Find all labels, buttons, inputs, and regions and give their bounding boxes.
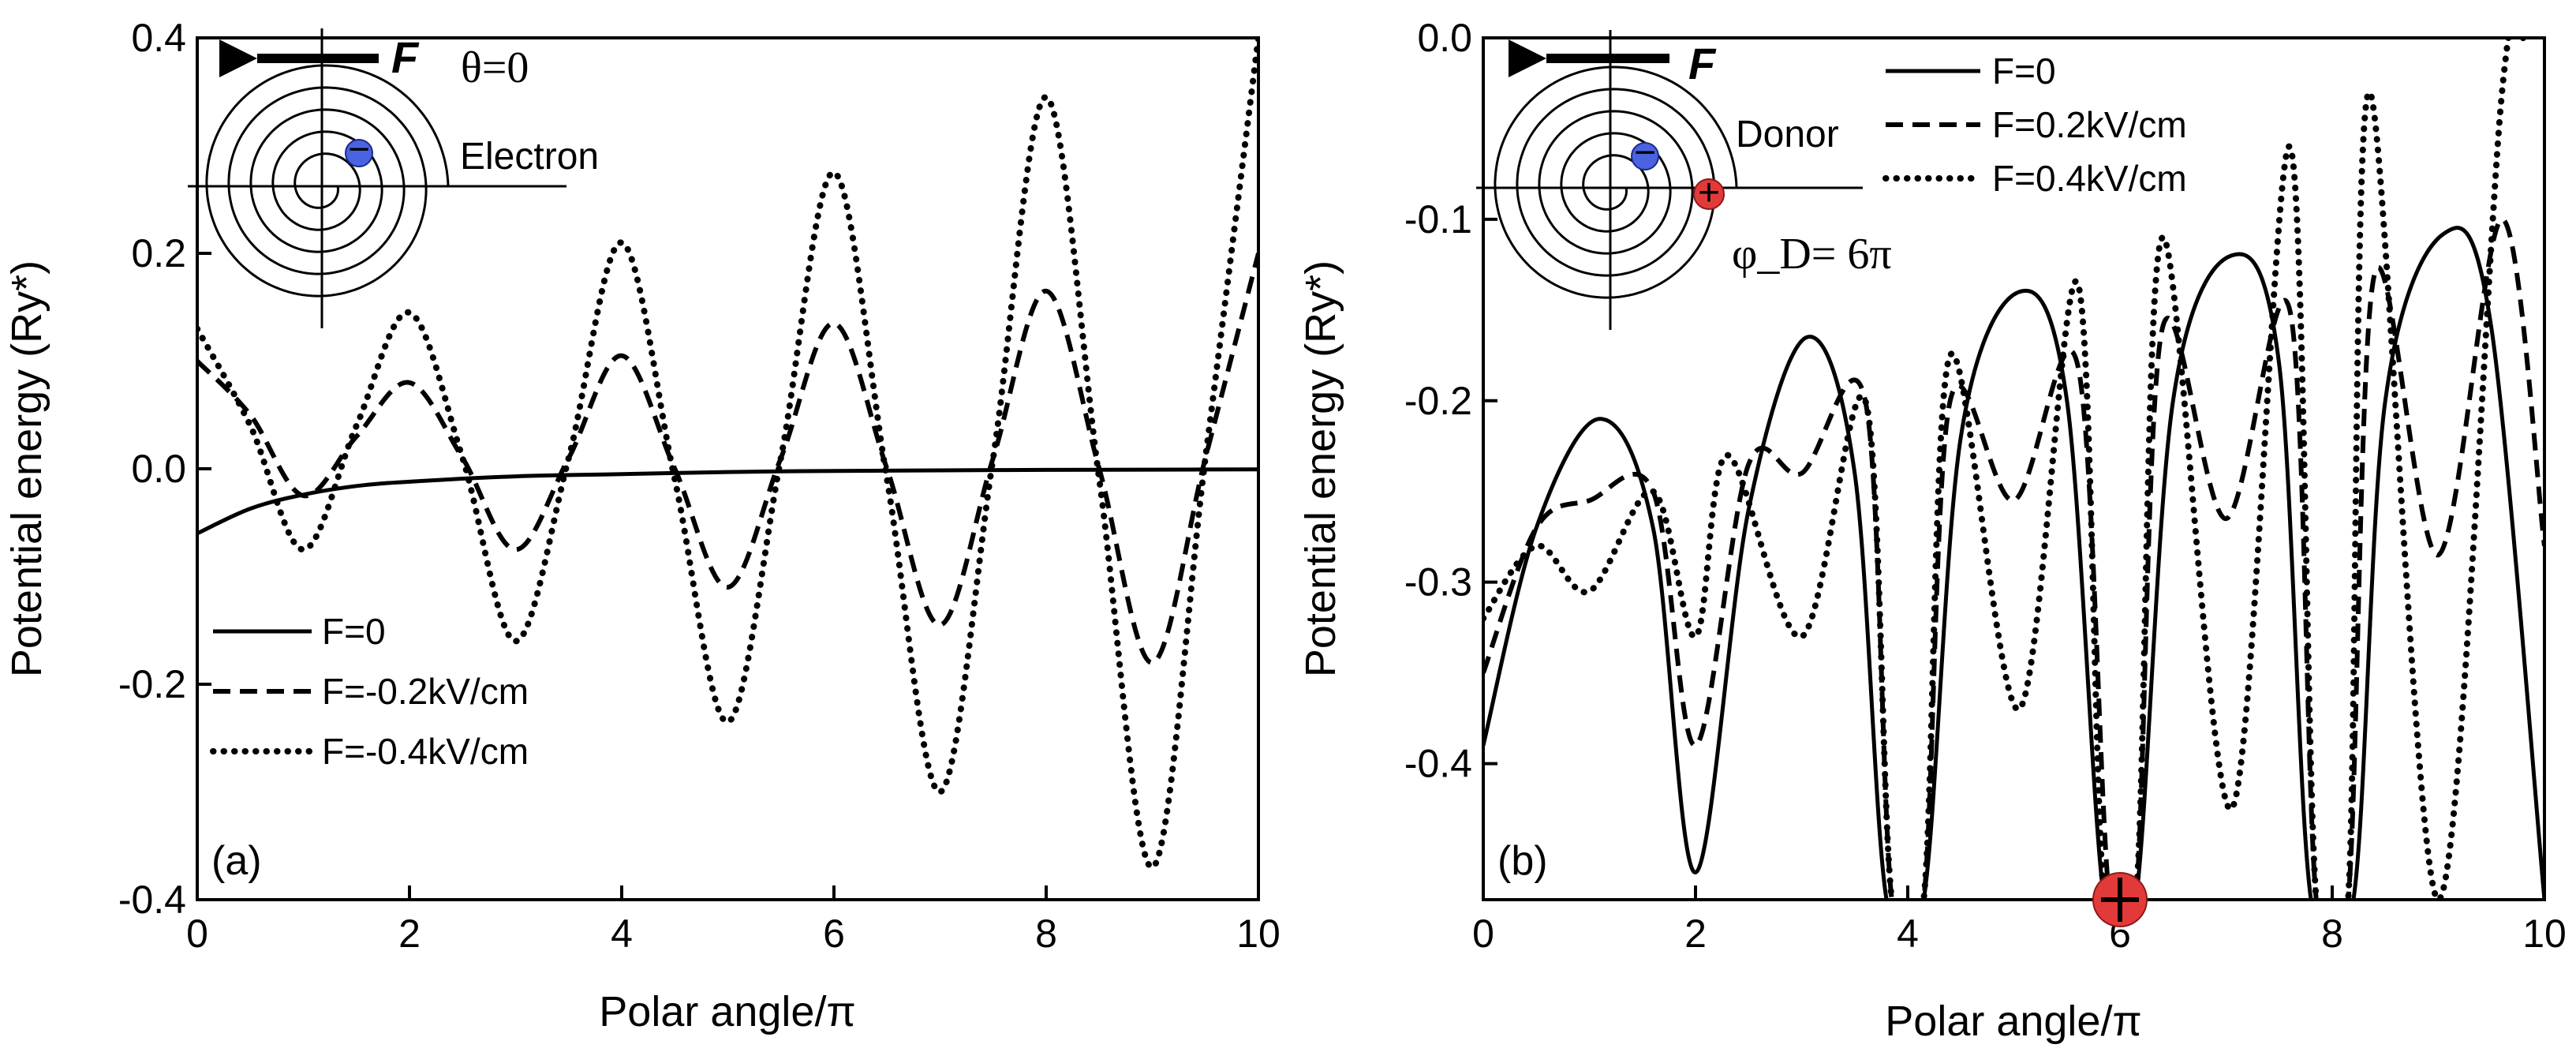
legend-label: F=0.4kV/cm [1992,158,2187,199]
donor-sign: + [1698,172,1720,214]
x-tick-label: 6 [823,912,845,956]
x-tick-label: 0 [186,912,208,956]
panel-a-particle-label: Electron [460,136,599,178]
panel-a-series [197,38,1258,870]
x-tick-label: 8 [1035,912,1057,956]
x-tick-label: 10 [1236,912,1281,956]
donor-icon [1693,178,1725,210]
series-line-dotted [1483,38,2527,900]
series-line-solid [197,467,1258,536]
legend-label: F=-0.2kV/cm [322,671,529,712]
panel-a-legend: F=0 F=-0.2kV/cm F=-0.4kV/cm [210,611,529,772]
x-tick-label: 2 [398,912,421,956]
y-tick-label: 0.0 [131,447,186,491]
panel-b-label: (b) [1497,838,1548,884]
y-tick-label: -0.3 [1404,560,1472,605]
series-line-dotted [197,38,1258,870]
y-tick-label: 0.4 [131,16,186,60]
spiral-icon [188,28,566,328]
donor-position-plus-icon [2101,878,2139,922]
electron-sign: − [1634,132,1656,174]
panel-a-ylabel: Potential energy (Ry*) [3,260,50,677]
series-line-dashed [197,253,1258,665]
panel-b-xlabel: Polar angle/π [1885,998,2141,1045]
y-tick-label: -0.2 [1404,379,1472,423]
panel-b-axes: 0 2 4 6 8 10-0.4-0.3-0.2-0.10.0 [1404,16,2567,956]
panel-b-legend: F=0 F=0.2kV/cm F=0.4kV/cm [1882,51,2187,199]
electron-icon [345,139,373,167]
x-tick-label: 2 [1684,912,1707,956]
y-tick-label: -0.2 [118,662,186,706]
panel-b-donor-angle: φ_D= 6π [1732,230,1892,279]
panel-b-ylabel: Potential energy (Ry*) [1297,260,1344,677]
panel-a-axes: 0 2 4 6 8 10 -0.4 -0.2 0.0 0.2 0.4 [118,16,1281,956]
series-line-dashed [1483,216,2544,900]
y-tick-label: 0.0 [1417,16,1472,60]
panel-a-inset: F θ=0 − Electron [188,28,599,328]
panel-a-force-label: F [391,32,420,82]
panel-a-xlabel: Polar angle/π [599,988,855,1035]
x-tick-label: 8 [2321,912,2343,956]
electron-icon [1631,142,1659,170]
x-tick-label: 4 [1897,912,1919,956]
series-line-solid [1483,226,2544,900]
x-tick-label: 0 [1472,912,1494,956]
panel-b-force-label: F [1688,39,1717,88]
panel-a-label: (a) [211,838,262,884]
x-tick-label: 10 [2522,912,2567,956]
electron-sign: − [348,129,370,170]
panel-b-frame [1482,36,2546,901]
y-tick-label: 0.2 [131,231,186,275]
spiral-icon [1476,30,1863,330]
panel-b: 0 2 4 6 8 10-0.4-0.3-0.2-0.10.0 Polar angle/π… [1297,16,2567,1045]
legend-label: F=-0.4kV/cm [322,731,529,772]
y-tick-label: -0.1 [1404,197,1472,241]
spiral-path [205,64,450,298]
legend-label: F=0 [322,611,386,652]
panel-a: 0 2 4 6 8 10 -0.4 -0.2 0.0 0.2 0.4 Polar angle/π P… [3,16,1281,1035]
panel-a-frame [196,36,1260,901]
y-tick-label: -0.4 [1404,742,1472,786]
legend-label: F=0.2kV/cm [1992,104,2187,145]
panel-a-theta-label: θ=0 [461,43,529,92]
panel-b-series [1483,38,2544,900]
panel-b-inset: F − + Donor φ_D= 6π [1476,30,2148,927]
y-tick-label: -0.4 [118,878,186,922]
legend-label: F=0 [1992,51,2056,92]
panel-b-particle-label: Donor [1736,114,1839,155]
x-tick-label: 4 [611,912,633,956]
